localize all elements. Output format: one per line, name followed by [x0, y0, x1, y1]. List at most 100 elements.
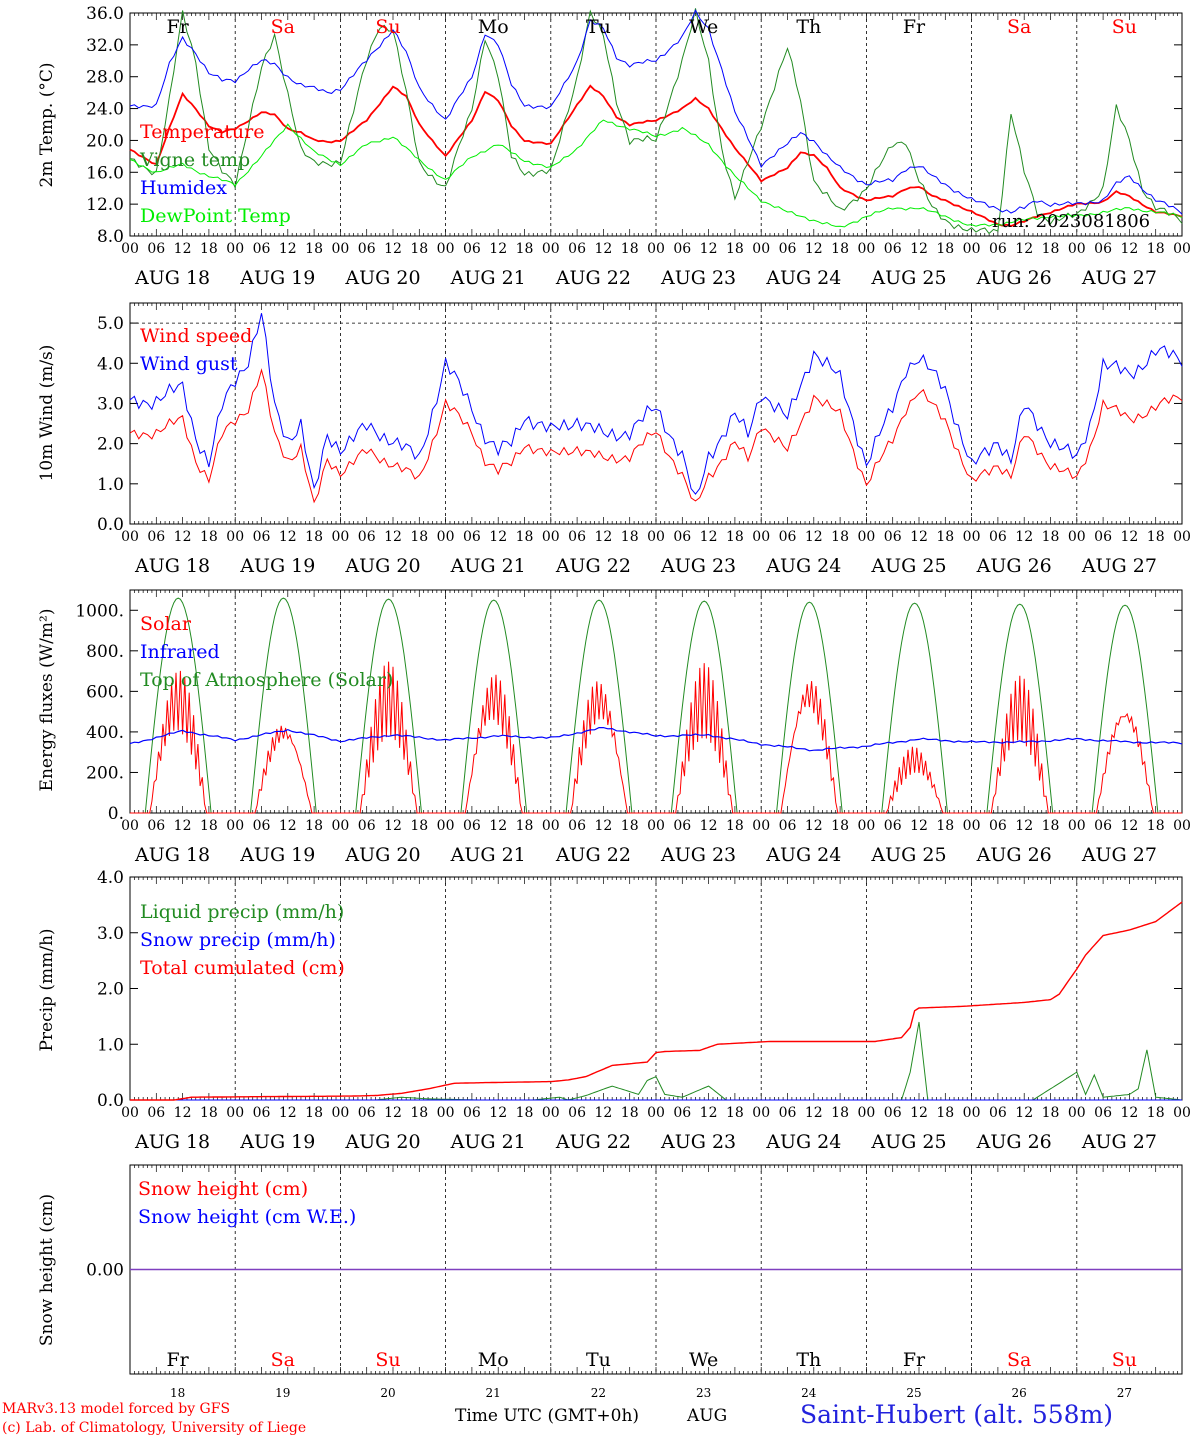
hour-tick-label: 00: [542, 529, 560, 545]
y-tick-label: 4.0: [97, 354, 124, 374]
series-line-infrared: [129, 727, 1183, 752]
y-tick-label: 2.0: [97, 435, 124, 455]
hour-tick-label: 00: [121, 818, 139, 834]
hour-tick-label: 18: [621, 529, 639, 545]
y-tick-label: 0.0: [97, 1091, 124, 1111]
hour-tick-label: 12: [594, 818, 612, 834]
hour-tick-label: 18: [1147, 1105, 1165, 1121]
hour-tick-label: 12: [489, 241, 507, 257]
hour-tick-label: 12: [805, 529, 823, 545]
hour-tick-label: 00: [226, 241, 244, 257]
hour-tick-label: 18: [726, 1105, 744, 1121]
hour-tick-label: 06: [884, 241, 902, 257]
y-axis-title: 2m Temp. (°C): [37, 62, 57, 187]
weekday-label: Mo: [478, 16, 509, 38]
series-line-total-cumulated: [130, 901, 1183, 1101]
date-label: AUG 18: [134, 844, 210, 866]
date-label: AUG 20: [344, 1131, 420, 1153]
day-number-label: 18: [170, 1386, 185, 1400]
hour-tick-label: 12: [700, 241, 718, 257]
legend-entry: Total cumulated (cm): [140, 957, 345, 979]
hour-tick-label: 06: [884, 1105, 902, 1121]
hour-tick-label: 18: [1042, 529, 1060, 545]
legend-entry: Infrared: [140, 641, 220, 663]
hour-tick-label: 12: [910, 241, 928, 257]
date-label: AUG 22: [555, 844, 631, 866]
date-label: AUG 18: [134, 1131, 210, 1153]
weekday-label: Th: [796, 1349, 821, 1371]
y-tick-label: 36.0: [86, 4, 124, 24]
day-number-label: 22: [591, 1386, 606, 1400]
hour-tick-label: 12: [910, 529, 928, 545]
hour-tick-label: 06: [568, 1105, 586, 1121]
legend-entry: Wind gust: [140, 353, 238, 375]
hour-tick-label: 00: [857, 818, 875, 834]
day-number-label: 25: [906, 1386, 921, 1400]
weekday-label: Su: [375, 16, 400, 38]
hour-tick-label: 06: [463, 818, 481, 834]
hour-tick-label: 06: [884, 529, 902, 545]
day-number-label: 23: [696, 1386, 711, 1400]
hour-tick-label: 06: [253, 1105, 271, 1121]
time-axis-title: Time UTC (GMT+0h): [455, 1406, 640, 1426]
hour-tick-label: 12: [384, 818, 402, 834]
y-tick-label: 4.0: [97, 868, 124, 888]
legend-entry: Top of Atmosphere (Solar): [140, 669, 393, 691]
y-tick-label: 32.0: [86, 36, 124, 56]
hour-tick-label: 12: [805, 241, 823, 257]
hour-tick-label: 00: [437, 818, 455, 834]
hour-tick-label: 18: [621, 1105, 639, 1121]
date-label: AUG 27: [1081, 555, 1157, 577]
y-axis-title: Snow height (cm): [37, 1194, 57, 1346]
legend-entry: Humidex: [140, 177, 227, 199]
hour-tick-label: 06: [673, 241, 691, 257]
date-label: AUG 27: [1081, 1131, 1157, 1153]
hour-tick-label: 18: [621, 818, 639, 834]
hour-tick-label: 00: [226, 1105, 244, 1121]
hour-tick-label: 00: [331, 1105, 349, 1121]
y-tick-label: 8.0: [97, 227, 124, 247]
hour-tick-label: 00: [963, 1105, 981, 1121]
hour-tick-label: 12: [594, 529, 612, 545]
weekday-label: Th: [796, 16, 821, 38]
y-tick-label: 24.0: [86, 100, 124, 120]
hour-tick-label: 12: [1015, 1105, 1033, 1121]
hour-tick-label: 00: [963, 818, 981, 834]
date-label: AUG 25: [870, 844, 946, 866]
date-label: AUG 21: [450, 1131, 526, 1153]
hour-tick-label: 12: [805, 1105, 823, 1121]
hour-tick-label: 00: [437, 529, 455, 545]
date-label: AUG 24: [765, 844, 841, 866]
legend-entry: Vigne temp: [139, 149, 250, 171]
series-line-humidex: [129, 9, 1183, 215]
hour-tick-label: 06: [673, 529, 691, 545]
series-line-solar: [130, 661, 1182, 814]
weekday-label: We: [689, 1349, 718, 1371]
hour-tick-label: 00: [331, 241, 349, 257]
y-tick-label: 0.00: [86, 1261, 124, 1281]
hour-tick-label: 18: [621, 241, 639, 257]
day-number-label: 27: [1117, 1386, 1132, 1400]
date-label: AUG 23: [660, 844, 736, 866]
weekday-label: Sa: [1007, 1349, 1031, 1371]
date-label: AUG 21: [450, 267, 526, 289]
hour-tick-label: 18: [936, 818, 954, 834]
hour-tick-label: 00: [857, 241, 875, 257]
weekday-label: Tu: [586, 16, 611, 38]
hour-tick-label: 12: [384, 241, 402, 257]
hour-tick-label: 06: [779, 529, 797, 545]
hour-tick-label: 18: [410, 1105, 428, 1121]
hour-tick-label: 18: [1042, 818, 1060, 834]
y-tick-label: 28.0: [86, 68, 124, 88]
hour-tick-label: 00: [121, 529, 139, 545]
date-label: AUG 22: [555, 555, 631, 577]
y-tick-label: 16.0: [86, 163, 124, 183]
y-axis-title: 10m Wind (m/s): [37, 345, 57, 482]
panel-frame: [129, 589, 1183, 814]
hour-tick-label: 12: [384, 1105, 402, 1121]
date-label: AUG 20: [344, 267, 420, 289]
legend-entry: Liquid precip (mm/h): [140, 901, 344, 923]
hour-tick-label: 12: [1120, 529, 1138, 545]
hour-tick-label: 00: [1068, 1105, 1086, 1121]
hour-tick-label: 12: [1015, 818, 1033, 834]
